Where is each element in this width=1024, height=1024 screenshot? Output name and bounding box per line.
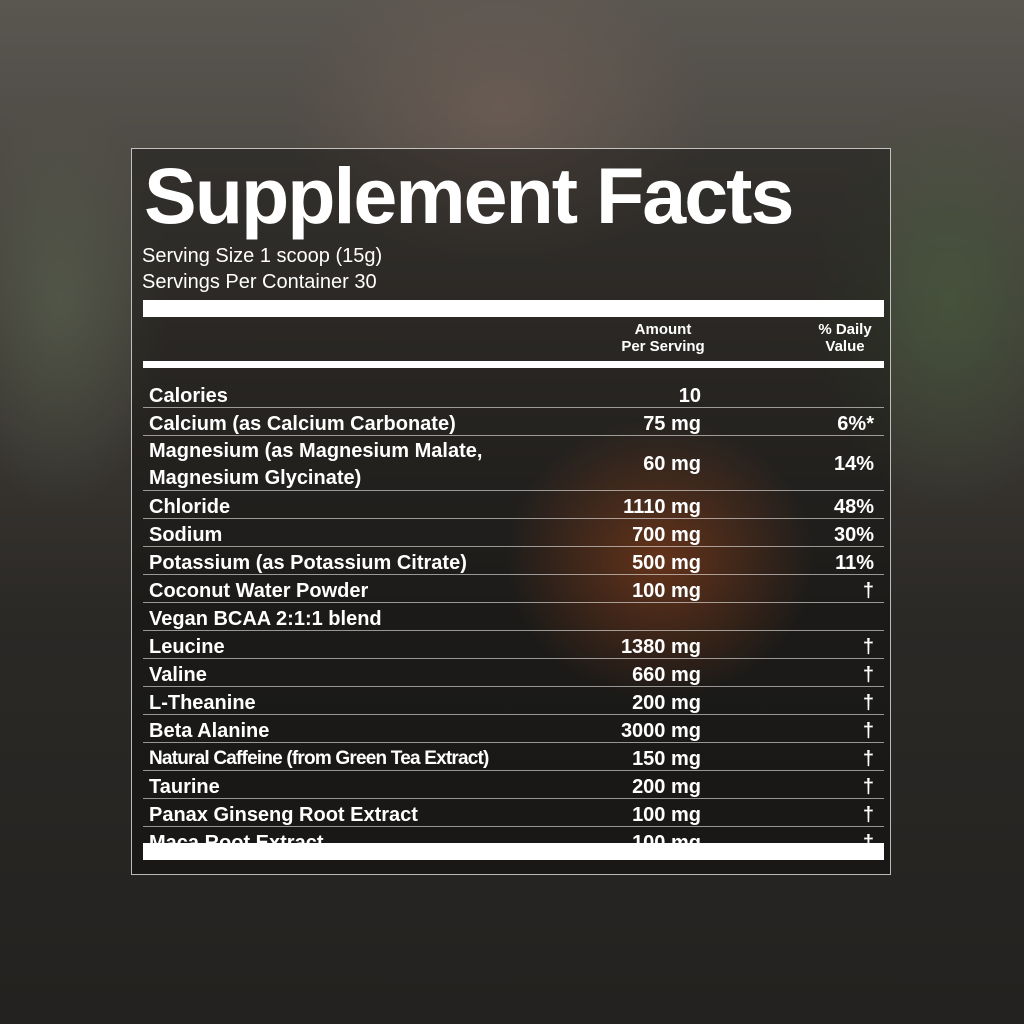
nutrient-name: Leucine [149, 636, 225, 658]
amount-per-serving: 60 mg [643, 453, 701, 475]
nutrient-name: Beta Alanine [149, 720, 270, 742]
supplement-facts-panel: Supplement Facts Serving Size 1 scoop (1… [131, 148, 891, 875]
nutrient-name: Calcium (as Calcium Carbonate) [149, 413, 456, 435]
amount-per-serving: 10 [678, 385, 701, 407]
daily-value: 48% [833, 496, 874, 518]
amount-per-serving: 3000 mg [620, 720, 701, 742]
table-row: Beta Alanine 3000 mg † [143, 715, 884, 743]
daily-value: 11% [835, 552, 874, 574]
divider-medium [143, 361, 884, 368]
nutrient-name: Coconut Water Powder [149, 580, 369, 602]
servings-per-container: Servings Per Container 30 [142, 271, 377, 293]
daily-value: † [862, 580, 874, 602]
header-dv-line: % Daily [818, 321, 872, 338]
amount-per-serving: 150 mg [632, 748, 701, 770]
amount-per-serving: 1110 mg [623, 496, 701, 518]
amount-per-serving: 200 mg [632, 692, 701, 714]
daily-value: † [862, 748, 874, 770]
amount-per-serving: 1380 mg [620, 636, 701, 658]
table-row: Taurine 200 mg † [143, 771, 884, 799]
table-row: Sodium 700 mg 30% [143, 519, 884, 547]
amount-per-serving: 100 mg [632, 580, 701, 602]
nutrient-name: Natural Caffeine (from Green Tea Extract… [149, 748, 489, 769]
header-amount: Amount Per Serving [602, 321, 724, 355]
nutrient-name: Potassium (as Potassium Citrate) [149, 552, 467, 574]
title: Supplement Facts [144, 151, 794, 240]
header-dv-line: Value [825, 338, 865, 355]
daily-value: 30% [833, 524, 874, 546]
table-row: Potassium (as Potassium Citrate) 500 mg 11… [143, 547, 884, 575]
header-amount-line: Per Serving [621, 338, 705, 355]
serving-size: Serving Size 1 scoop (15g) [142, 245, 383, 267]
nutrient-name-line: Magnesium Glycinate) [149, 467, 362, 489]
nutrient-name: L-Theanine [149, 692, 256, 714]
nutrient-name: Magnesium (as Magnesium Malate, Magnesium… [149, 438, 482, 492]
daily-value: † [862, 692, 874, 714]
daily-value: † [862, 776, 874, 798]
amount-per-serving: 660 mg [632, 664, 701, 686]
daily-value: † [862, 720, 874, 742]
amount-per-serving: 500 mg [632, 552, 701, 574]
table-row: Calories 10 [143, 380, 884, 408]
divider-thick [143, 300, 884, 317]
table-row: Chloride 1110 mg 48% [143, 491, 884, 519]
nutrient-name: Calories [149, 385, 228, 407]
nutrient-table: Calories 10 Calcium (as Calcium Carbonate)… [143, 380, 884, 854]
nutrient-name: Chloride [149, 496, 231, 518]
amount-per-serving: 100 mg [632, 804, 701, 826]
table-row: Vegan BCAA 2:1:1 blend [143, 603, 884, 631]
amount-per-serving: 200 mg [632, 776, 701, 798]
table-row: Panax Ginseng Root Extract 100 mg † [143, 799, 884, 827]
daily-value: 14% [833, 453, 874, 475]
nutrient-name: Panax Ginseng Root Extract [149, 804, 418, 826]
daily-value: 6%* [837, 413, 874, 435]
table-row: Leucine 1380 mg † [143, 631, 884, 659]
amount-per-serving: 700 mg [632, 524, 701, 546]
table-row: Natural Caffeine (from Green Tea Extract… [143, 743, 884, 771]
table-row: Valine 660 mg † [143, 659, 884, 687]
nutrient-name: Sodium [149, 524, 223, 546]
nutrient-name-line: Magnesium (as Magnesium Malate, [149, 440, 483, 462]
daily-value: † [862, 804, 874, 826]
amount-per-serving: 75 mg [643, 413, 701, 435]
nutrient-name: Vegan BCAA 2:1:1 blend [149, 608, 382, 630]
header-daily-value: % Daily Value [800, 321, 890, 355]
table-row: Coconut Water Powder 100 mg † [143, 575, 884, 603]
divider-bottom [143, 843, 884, 860]
daily-value: † [862, 636, 874, 658]
daily-value: † [862, 664, 874, 686]
table-row: Calcium (as Calcium Carbonate) 75 mg 6%* [143, 408, 884, 436]
header-amount-line: Amount [634, 321, 692, 338]
table-row: Magnesium (as Magnesium Malate, Magnesium… [143, 436, 884, 491]
nutrient-name: Taurine [149, 776, 220, 798]
nutrient-name: Valine [149, 664, 207, 686]
table-row: L-Theanine 200 mg † [143, 687, 884, 715]
